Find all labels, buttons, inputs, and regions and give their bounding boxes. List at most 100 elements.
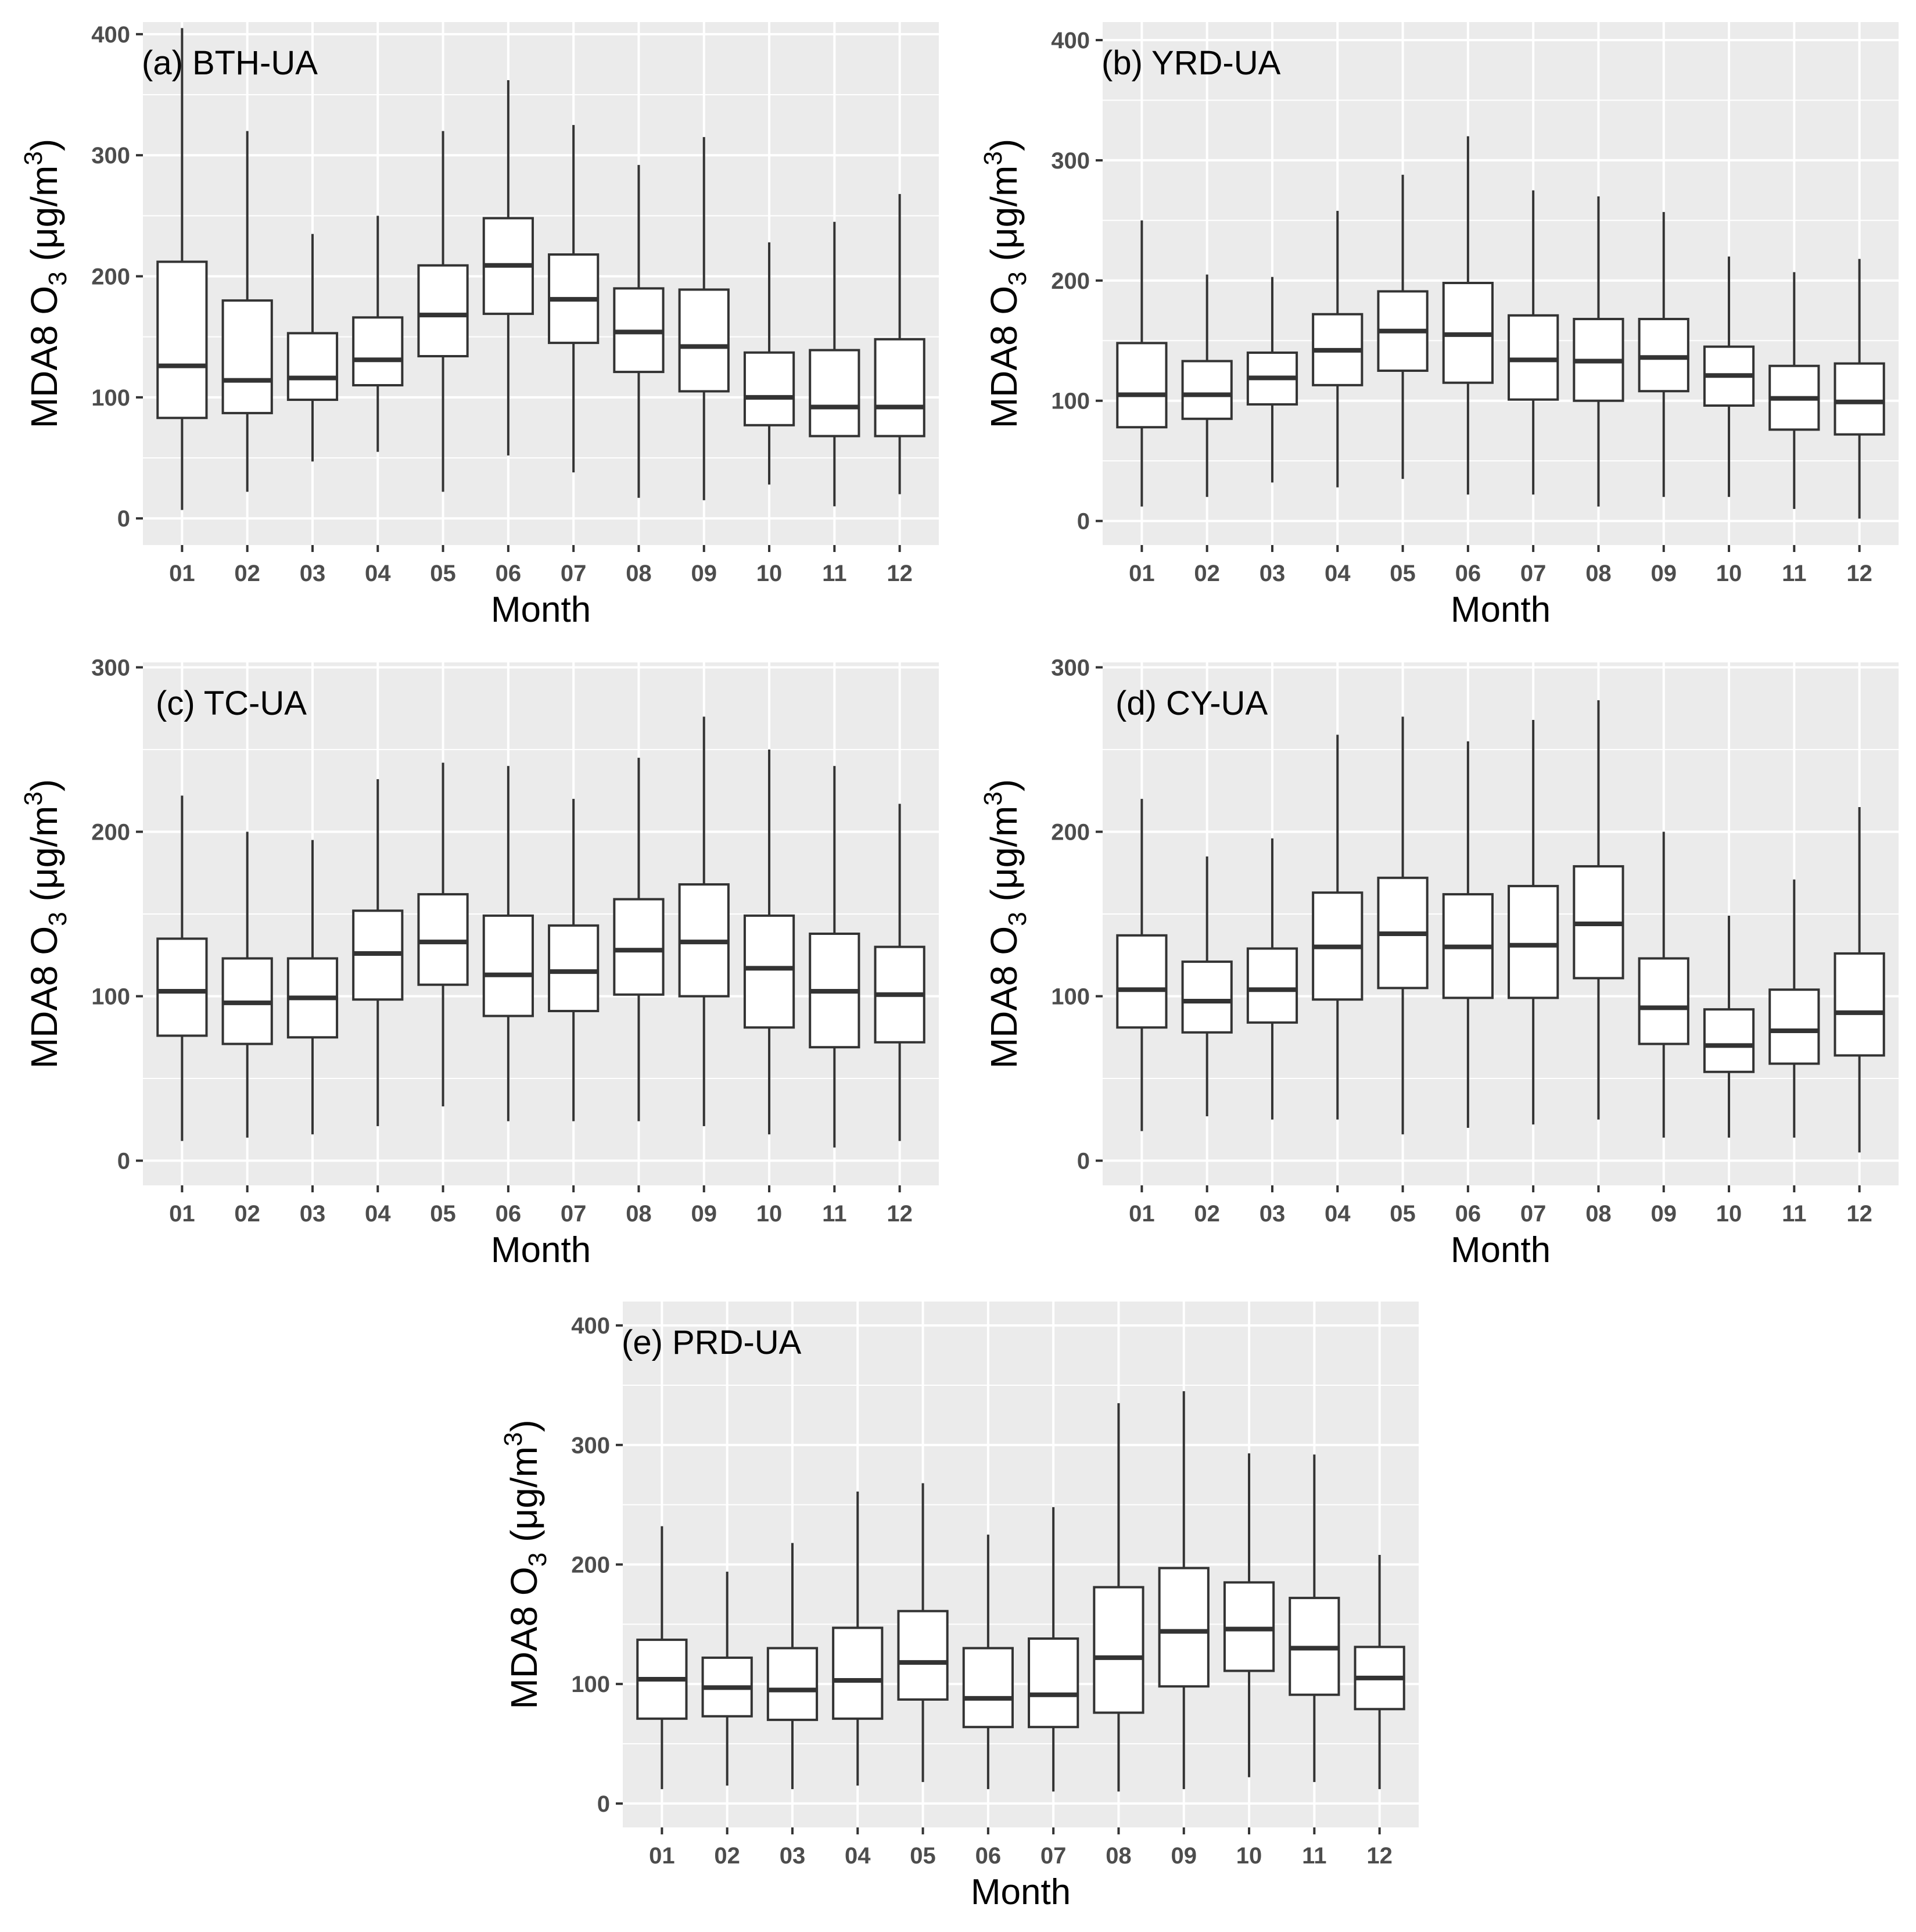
- x-tick-label: 11: [1302, 1843, 1326, 1869]
- box-month-04: [1312, 210, 1364, 488]
- x-tick-label: 08: [1106, 1843, 1132, 1869]
- box-month-01: [636, 1526, 688, 1790]
- x-tick-label: 12: [887, 561, 913, 586]
- iqr-box: [613, 898, 665, 996]
- box-month-02: [221, 831, 273, 1138]
- x-tick-label: 12: [1366, 1843, 1393, 1869]
- box-month-09: [1638, 212, 1689, 497]
- box-month-07: [548, 125, 600, 472]
- iqr-box: [1834, 952, 1885, 1057]
- x-tick-label: 05: [1390, 561, 1416, 586]
- box-month-04: [832, 1492, 884, 1786]
- x-tick-label: 04: [1325, 1201, 1351, 1227]
- box-month-04: [352, 779, 404, 1127]
- y-axis-title: MDA8 O3 (μg/m3): [19, 779, 72, 1069]
- x-tick-label: 06: [496, 561, 522, 586]
- x-tick-label: 09: [691, 1201, 717, 1227]
- x-tick-label: 01: [169, 561, 195, 586]
- y-tick-label: 200: [1051, 820, 1090, 845]
- x-tick-label: 08: [1585, 1201, 1612, 1227]
- panel-title: (a) BTH-UA: [142, 44, 318, 82]
- x-tick-label: 02: [1194, 561, 1220, 586]
- x-tick-label: 09: [1651, 1201, 1677, 1227]
- y-tick-label: 100: [571, 1672, 610, 1697]
- iqr-box: [548, 924, 600, 1013]
- x-tick-label: 12: [887, 1201, 913, 1227]
- y-tick-label: 200: [571, 1553, 610, 1578]
- box-month-12: [1834, 259, 1885, 519]
- box-month-02: [1181, 856, 1233, 1117]
- x-tick-label: 04: [845, 1843, 871, 1869]
- panel-title: (c) TC-UA: [156, 684, 307, 722]
- box-month-01: [156, 28, 208, 510]
- plot-background: [1103, 22, 1899, 545]
- x-tick-label: 01: [1129, 561, 1155, 586]
- box-month-06: [1442, 741, 1494, 1128]
- box-month-02: [1181, 274, 1233, 497]
- iqr-box: [1181, 360, 1233, 420]
- box-month-12: [1354, 1555, 1405, 1790]
- x-tick-label: 08: [1585, 561, 1612, 586]
- y-tick-label: 400: [571, 1313, 610, 1339]
- x-axis-title: Month: [1451, 1230, 1551, 1270]
- iqr-box: [1834, 362, 1885, 436]
- box-month-05: [1377, 716, 1429, 1135]
- box-month-08: [1093, 1403, 1144, 1792]
- x-tick-label: 05: [430, 561, 456, 586]
- box-month-10: [743, 750, 795, 1135]
- chart-panel-tc-ua: 0 100 200 300 01 02 03 04 05 06 07 08 09 10 11 12 (c) TC…: [19, 655, 939, 1270]
- iqr-box: [1703, 1008, 1755, 1073]
- y-tick-label: 300: [91, 143, 130, 169]
- iqr-box: [766, 1647, 819, 1721]
- panel-title: (b) YRD-UA: [1101, 44, 1281, 82]
- iqr-box: [1093, 1586, 1144, 1714]
- x-tick-label: 07: [1520, 561, 1547, 586]
- iqr-box: [743, 351, 795, 426]
- iqr-box: [1638, 957, 1689, 1045]
- box-month-07: [1028, 1507, 1079, 1792]
- x-tick-label: 03: [1260, 1201, 1286, 1227]
- y-tick-label: 0: [117, 1149, 130, 1174]
- box-month-06: [1442, 136, 1494, 495]
- box-month-06: [482, 766, 534, 1121]
- box-month-11: [1768, 879, 1820, 1138]
- box-month-05: [897, 1483, 949, 1782]
- x-tick-label: 09: [1651, 561, 1677, 586]
- x-tick-label: 06: [1455, 1201, 1481, 1227]
- y-tick-label: 0: [1077, 509, 1090, 535]
- y-tick-label: 100: [91, 385, 130, 411]
- x-axis-title: Month: [1451, 590, 1551, 630]
- x-tick-label: 09: [1171, 1843, 1197, 1869]
- box-month-03: [286, 840, 339, 1135]
- plot-background: [1103, 662, 1899, 1185]
- box-month-09: [678, 137, 730, 500]
- box-month-11: [809, 766, 860, 1148]
- iqr-box: [874, 338, 925, 438]
- x-tick-label: 03: [780, 1843, 806, 1869]
- x-tick-label: 10: [1716, 1201, 1742, 1227]
- x-tick-label: 03: [300, 561, 326, 586]
- x-tick-label: 05: [430, 1201, 456, 1227]
- x-tick-label: 04: [1325, 561, 1351, 586]
- x-tick-label: 09: [691, 561, 717, 586]
- box-month-06: [482, 80, 534, 456]
- y-tick-label: 400: [1051, 28, 1090, 53]
- box-month-10: [1223, 1453, 1275, 1777]
- x-tick-label: 02: [234, 1201, 260, 1227]
- box-month-10: [1703, 256, 1755, 497]
- box-month-05: [417, 762, 469, 1107]
- iqr-box: [221, 299, 273, 414]
- x-tick-label: 04: [365, 561, 391, 586]
- x-tick-label: 07: [561, 561, 587, 586]
- y-tick-label: 300: [571, 1433, 610, 1458]
- iqr-box: [286, 332, 339, 402]
- y-tick-label: 300: [1051, 148, 1090, 174]
- x-tick-label: 07: [1040, 1843, 1067, 1869]
- x-tick-label: 12: [1846, 1201, 1872, 1227]
- iqr-box: [417, 893, 469, 986]
- box-month-05: [1377, 174, 1429, 479]
- x-axis-title: Month: [971, 1872, 1071, 1912]
- x-tick-label: 06: [975, 1843, 1002, 1869]
- iqr-box: [482, 914, 534, 1017]
- x-axis-title: Month: [491, 590, 591, 630]
